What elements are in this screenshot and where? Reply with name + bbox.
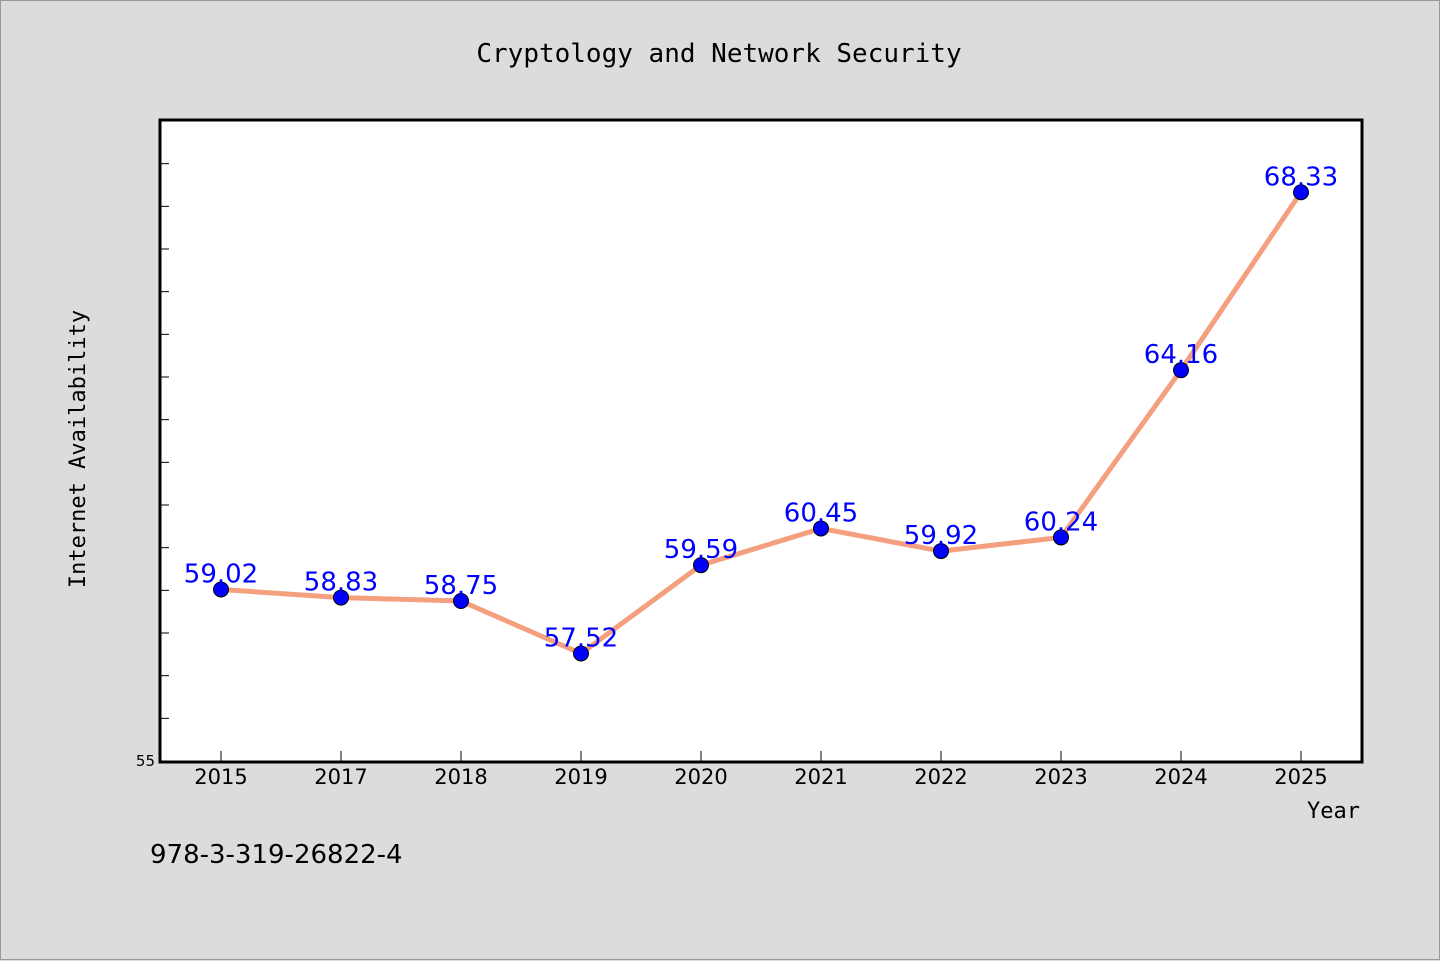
x-tick-label: 2020 — [674, 765, 727, 789]
x-tick-label: 2022 — [914, 765, 967, 789]
series-layer — [213, 184, 1309, 662]
x-tick-label: 2021 — [794, 765, 847, 789]
data-point — [213, 581, 229, 598]
data-point — [1173, 362, 1189, 379]
data-point — [1053, 529, 1069, 546]
y-tick-label: 55 — [136, 752, 155, 770]
series-line — [218, 189, 1304, 656]
y-axis-label: Internet Availability — [66, 310, 91, 588]
data-point — [933, 543, 949, 560]
data-point — [1293, 184, 1309, 201]
x-tick-label: 2015 — [194, 765, 247, 789]
y-axis-ticks: 55 — [136, 120, 169, 770]
data-point — [693, 557, 709, 574]
x-tick-label: 2023 — [1034, 765, 1087, 789]
x-tick-label: 2018 — [434, 765, 487, 789]
data-label: 59.02 — [184, 559, 258, 589]
data-label: 60.45 — [784, 498, 858, 528]
data-label: 59.59 — [664, 535, 738, 565]
data-point — [813, 520, 829, 537]
x-tick-label: 2025 — [1274, 765, 1327, 789]
data-label: 58.75 — [424, 571, 498, 601]
x-tick-label: 2024 — [1154, 765, 1207, 789]
x-axis-label: Year — [1307, 799, 1360, 824]
data-labels: 59.02 58.83 58.75 57.52 59.59 60.45 59.92 60.24… — [184, 162, 1338, 653]
data-label: 68.33 — [1264, 162, 1338, 192]
isbn-text: 978-3-319-26822-4 — [150, 840, 403, 870]
data-point — [453, 593, 469, 609]
x-tick-label: 2017 — [314, 765, 367, 789]
plot-area — [158, 118, 1364, 764]
data-label: 57.52 — [544, 623, 618, 653]
data-label: 64.16 — [1144, 340, 1218, 370]
data-point — [333, 589, 349, 606]
x-tick-label: 2019 — [554, 765, 607, 789]
data-label: 58.83 — [304, 568, 378, 598]
x-axis-ticks: 2015 2017 2018 2019 2020 2021 2022 2023 2024 2025 — [194, 751, 1328, 789]
data-label: 59.92 — [904, 521, 978, 551]
data-point — [573, 645, 589, 662]
chart-title: Cryptology and Network Security — [476, 39, 961, 69]
data-label: 60.24 — [1024, 507, 1098, 537]
